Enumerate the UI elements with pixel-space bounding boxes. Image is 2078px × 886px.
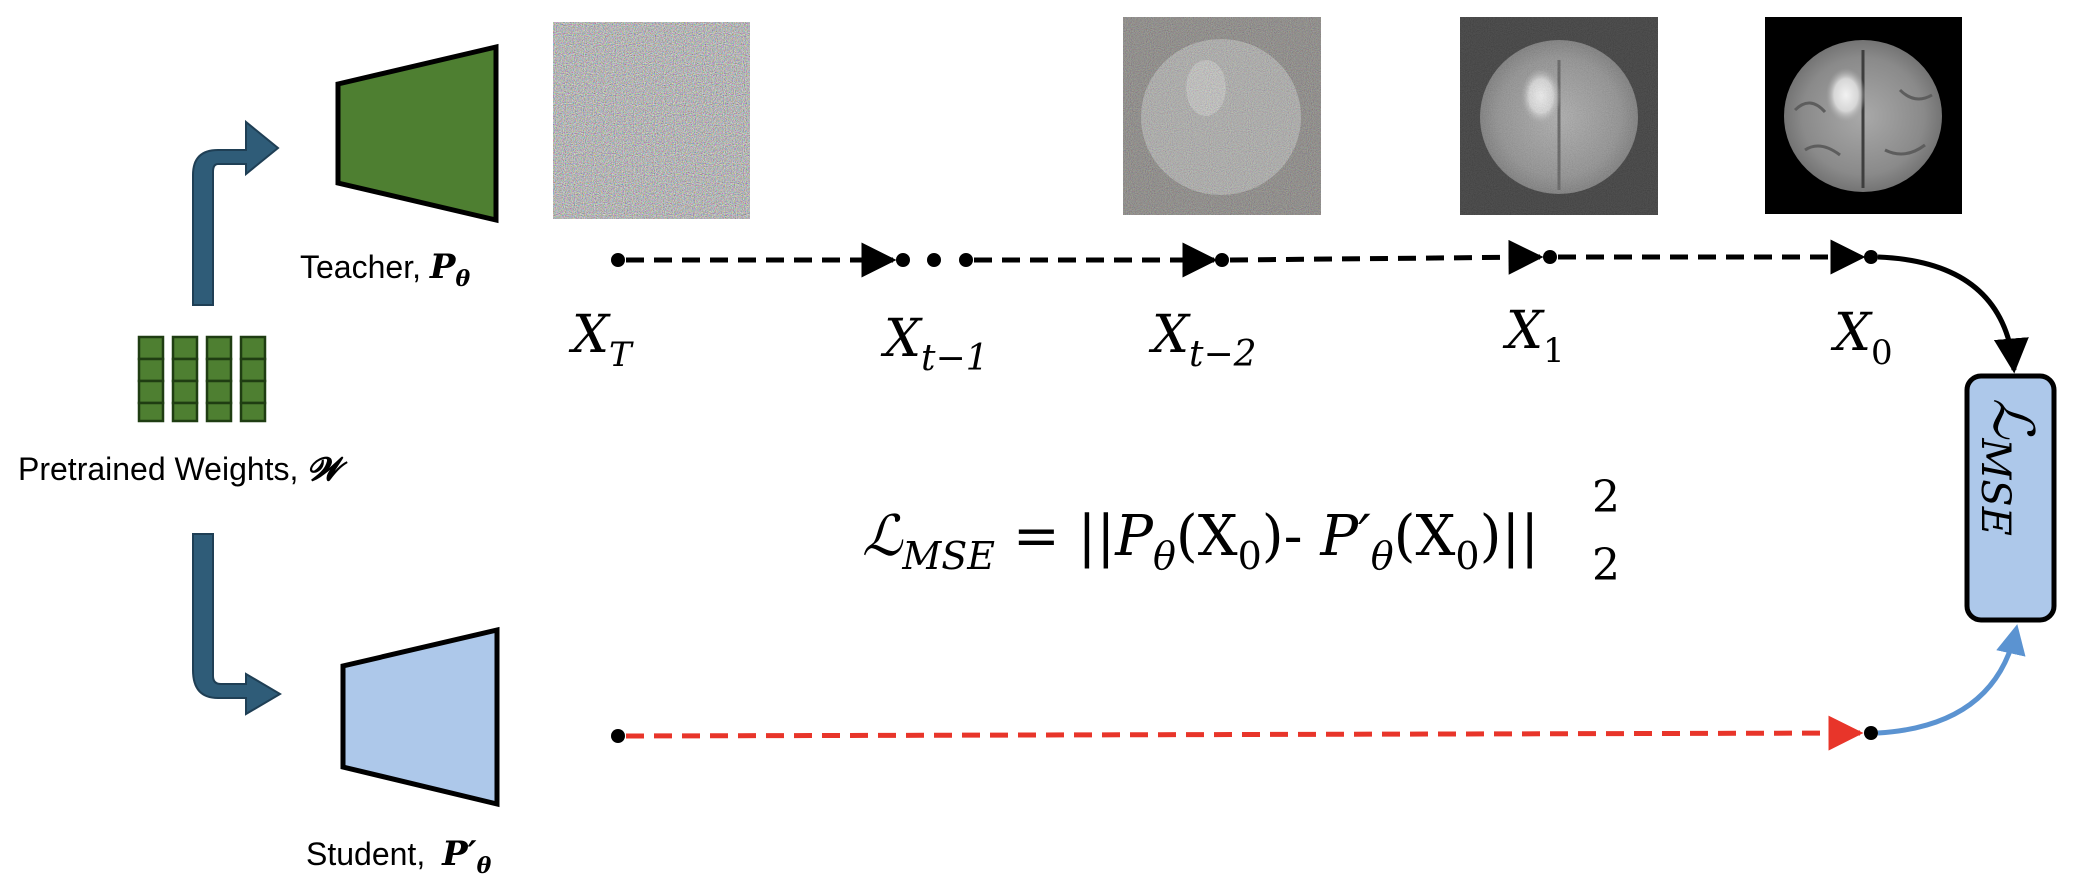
teacher-network-shape (335, 43, 499, 224)
state-label-xT: XT (568, 305, 634, 375)
mse-equation-sub: 2 (1592, 540, 1620, 591)
state-label-x0: X0 (1830, 303, 1893, 373)
student-network-shape (340, 626, 500, 808)
noisy-brain-image-xt2 (1123, 17, 1321, 215)
weights-label: Pretrained Weights, 𝓦 (18, 450, 348, 488)
student-path (611, 624, 2026, 751)
loss-box (1964, 373, 2057, 623)
student-bent-arrow-icon (192, 533, 282, 716)
clean-brain-image-x0 (1765, 17, 1962, 214)
loss-box-label: ℒMSE (1972, 398, 2045, 536)
mse-equation: ℒMSE = ||Pθ(X0)- P′θ(X0)|| (862, 504, 1539, 578)
student-label: Student, P′θ (306, 834, 492, 879)
state-label-x1: X1 (1502, 301, 1565, 371)
weights-grid-icon (137, 335, 267, 423)
teacher-label: Teacher, Pθ (300, 247, 470, 292)
mse-equation-sup: 2 (1592, 472, 1620, 523)
state-label-xt2: Xt−2 (1148, 305, 1257, 375)
svg-text:ℒMSE: ℒMSE (1972, 398, 2045, 536)
state-label-xt1: Xt−1 (880, 309, 989, 379)
denoised-brain-image-x1 (1460, 17, 1658, 215)
teacher-diffusion-path (611, 239, 2029, 374)
teacher-bent-arrow-icon (192, 119, 280, 306)
noise-image-xT (553, 22, 750, 219)
